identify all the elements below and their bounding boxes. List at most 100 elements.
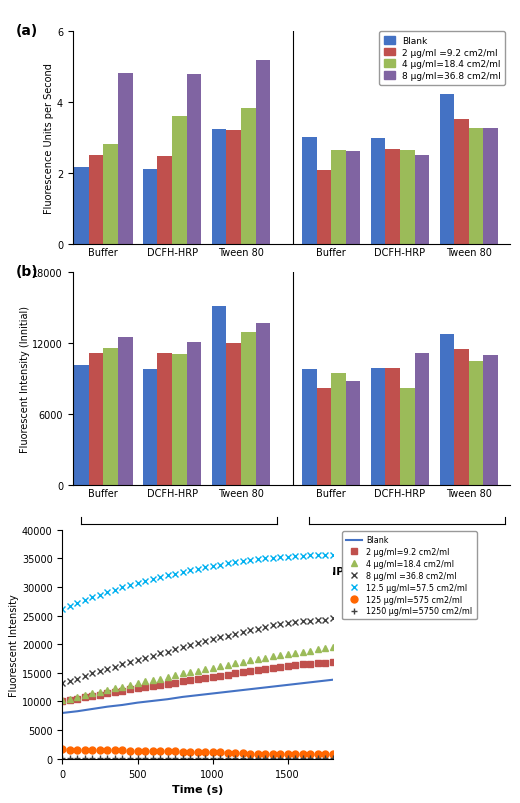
Bar xyxy=(414,157,429,245)
12.5 µg/ml=57.5 cm2/ml xyxy=(255,555,261,565)
12.5 µg/ml=57.5 cm2/ml xyxy=(82,596,88,605)
12.5 µg/ml=57.5 cm2/ml xyxy=(315,551,321,560)
125 µg/ml=575 cm2/ml xyxy=(194,747,201,756)
125 µg/ml=575 cm2/ml xyxy=(112,745,118,755)
2 µg/ml=9.2 cm2/ml xyxy=(322,658,329,667)
Text: Sonication media and NPs types: Sonication media and NPs types xyxy=(196,326,386,336)
2 µg/ml=9.2 cm2/ml xyxy=(105,689,111,699)
8 µg/ml =36.8 cm2/ml xyxy=(315,616,321,626)
Bar xyxy=(143,370,158,486)
Bar xyxy=(241,332,255,486)
4 µg/ml=18.4 cm2/ml xyxy=(210,663,216,673)
125 µg/ml=575 cm2/ml xyxy=(74,745,81,755)
2 µg/ml=9.2 cm2/ml xyxy=(307,659,314,669)
Bar xyxy=(331,151,346,245)
Line: 125 µg/ml=575 cm2/ml: 125 µg/ml=575 cm2/ml xyxy=(59,746,336,757)
1250 µg/ml=5750 cm2/ml xyxy=(67,753,73,763)
125 µg/ml=575 cm2/ml xyxy=(292,749,298,759)
1250 µg/ml=5750 cm2/ml xyxy=(164,753,171,763)
4 µg/ml=18.4 cm2/ml xyxy=(179,669,186,679)
1250 µg/ml=5750 cm2/ml xyxy=(120,753,126,763)
2 µg/ml=9.2 cm2/ml xyxy=(149,682,155,691)
12.5 µg/ml=57.5 cm2/ml xyxy=(164,571,171,581)
1250 µg/ml=5750 cm2/ml xyxy=(232,753,238,763)
125 µg/ml=575 cm2/ml xyxy=(82,745,88,755)
1250 µg/ml=5750 cm2/ml xyxy=(277,753,283,763)
Bar xyxy=(212,129,226,245)
1250 µg/ml=5750 cm2/ml xyxy=(217,753,223,763)
12.5 µg/ml=57.5 cm2/ml xyxy=(322,550,329,560)
12.5 µg/ml=57.5 cm2/ml xyxy=(74,598,81,608)
4 µg/ml=18.4 cm2/ml xyxy=(82,691,88,700)
8 µg/ml =36.8 cm2/ml xyxy=(89,669,96,679)
1250 µg/ml=5750 cm2/ml xyxy=(292,753,298,763)
1250 µg/ml=5750 cm2/ml xyxy=(202,753,208,763)
1250 µg/ml=5750 cm2/ml xyxy=(284,753,291,763)
8 µg/ml =36.8 cm2/ml xyxy=(300,617,306,626)
2 µg/ml=9.2 cm2/ml xyxy=(120,687,126,696)
125 µg/ml=575 cm2/ml xyxy=(127,746,133,756)
8 µg/ml =36.8 cm2/ml xyxy=(194,638,201,648)
4 µg/ml=18.4 cm2/ml xyxy=(247,655,253,665)
125 µg/ml=575 cm2/ml xyxy=(217,748,223,757)
1250 µg/ml=5750 cm2/ml xyxy=(59,753,66,763)
1250 µg/ml=5750 cm2/ml xyxy=(89,753,96,763)
1250 µg/ml=5750 cm2/ml xyxy=(97,753,103,763)
2 µg/ml=9.2 cm2/ml xyxy=(67,695,73,705)
12.5 µg/ml=57.5 cm2/ml xyxy=(202,563,208,573)
1250 µg/ml=5750 cm2/ml xyxy=(142,753,148,763)
Bar xyxy=(158,353,172,486)
Bar xyxy=(74,168,89,245)
8 µg/ml =36.8 cm2/ml xyxy=(142,654,148,663)
1250 µg/ml=5750 cm2/ml xyxy=(262,753,268,763)
125 µg/ml=575 cm2/ml xyxy=(97,745,103,755)
12.5 µg/ml=57.5 cm2/ml xyxy=(262,554,268,564)
8 µg/ml =36.8 cm2/ml xyxy=(112,662,118,671)
8 µg/ml =36.8 cm2/ml xyxy=(164,647,171,657)
Blank xyxy=(134,698,140,707)
Legend: Blank, 2 µg/ml =9.2 cm2/ml, 4 µg/ml=18.4 cm2/ml, 8 µg/ml=36.8 cm2/ml: Blank, 2 µg/ml =9.2 cm2/ml, 4 µg/ml=18.4… xyxy=(379,32,505,85)
125 µg/ml=575 cm2/ml xyxy=(157,747,163,756)
Text: (b): (b) xyxy=(16,264,38,279)
Bar xyxy=(439,96,454,245)
Blank xyxy=(269,682,276,691)
2 µg/ml=9.2 cm2/ml xyxy=(247,666,253,676)
Bar xyxy=(302,138,317,245)
Bar xyxy=(400,151,414,245)
12.5 µg/ml=57.5 cm2/ml xyxy=(210,561,216,571)
125 µg/ml=575 cm2/ml xyxy=(210,748,216,757)
4 µg/ml=18.4 cm2/ml xyxy=(89,689,96,699)
8 µg/ml =36.8 cm2/ml xyxy=(67,676,73,686)
125 µg/ml=575 cm2/ml xyxy=(134,746,140,756)
2 µg/ml=9.2 cm2/ml xyxy=(172,678,178,687)
2 µg/ml=9.2 cm2/ml xyxy=(142,683,148,692)
Blank xyxy=(225,687,231,697)
Bar xyxy=(346,381,360,486)
8 µg/ml =36.8 cm2/ml xyxy=(149,651,155,661)
Text: Sonication media and NPs types: Sonication media and NPs types xyxy=(196,567,386,577)
Bar xyxy=(454,350,469,486)
Line: 12.5 µg/ml=57.5 cm2/ml: 12.5 µg/ml=57.5 cm2/ml xyxy=(59,552,336,613)
Line: 8 µg/ml =36.8 cm2/ml: 8 µg/ml =36.8 cm2/ml xyxy=(59,615,336,687)
Blank xyxy=(89,704,96,714)
Blank xyxy=(255,683,261,693)
2 µg/ml=9.2 cm2/ml xyxy=(97,691,103,700)
8 µg/ml =36.8 cm2/ml xyxy=(210,634,216,644)
1250 µg/ml=5750 cm2/ml xyxy=(300,753,306,763)
Blank xyxy=(194,691,201,700)
8 µg/ml =36.8 cm2/ml xyxy=(255,624,261,634)
12.5 µg/ml=57.5 cm2/ml xyxy=(149,574,155,584)
2 µg/ml=9.2 cm2/ml xyxy=(89,691,96,701)
12.5 µg/ml=57.5 cm2/ml xyxy=(240,556,246,566)
Bar xyxy=(212,306,226,486)
8 µg/ml =36.8 cm2/ml xyxy=(225,631,231,641)
1250 µg/ml=5750 cm2/ml xyxy=(330,753,336,763)
Line: 4 µg/ml=18.4 cm2/ml: 4 µg/ml=18.4 cm2/ml xyxy=(59,644,336,704)
Blank xyxy=(164,695,171,704)
Bar xyxy=(317,389,331,486)
12.5 µg/ml=57.5 cm2/ml xyxy=(59,604,66,613)
2 µg/ml=9.2 cm2/ml xyxy=(240,667,246,677)
8 µg/ml =36.8 cm2/ml xyxy=(172,645,178,654)
Bar xyxy=(103,349,118,486)
12.5 µg/ml=57.5 cm2/ml xyxy=(247,556,253,565)
